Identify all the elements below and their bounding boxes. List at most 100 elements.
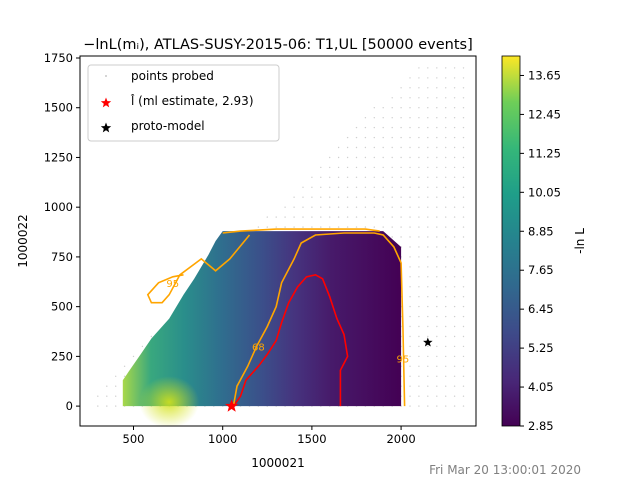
probed-point [266, 226, 268, 228]
probed-point [418, 246, 420, 248]
probed-point [373, 117, 375, 119]
probed-point [427, 176, 429, 178]
probed-point [445, 166, 447, 169]
probed-point [400, 236, 402, 238]
y-tick-label: 500 [51, 300, 73, 314]
probed-point [436, 196, 438, 198]
probed-point [427, 67, 429, 69]
probed-point [427, 276, 429, 278]
probed-point [436, 156, 438, 159]
probed-point [418, 345, 420, 348]
probed-point [453, 286, 456, 288]
probed-point [462, 405, 465, 407]
probed-point [445, 176, 447, 178]
probed-point [329, 156, 331, 159]
probed-point [436, 246, 438, 248]
probed-point [355, 196, 358, 198]
probed-point [418, 77, 420, 79]
probed-point [427, 365, 429, 367]
y-tick-label: 1000 [44, 200, 73, 214]
probed-point [337, 176, 340, 178]
probed-point [337, 166, 340, 169]
probed-point [409, 146, 411, 149]
probed-point [418, 276, 420, 278]
probed-point [453, 97, 456, 99]
probed-point [391, 136, 393, 139]
probed-point [400, 176, 402, 178]
probed-point [453, 77, 456, 79]
x-axis-ticks: 500 1000 1500 2000 [123, 426, 416, 446]
probed-point [409, 266, 411, 268]
probed-point [311, 186, 313, 188]
probed-point [337, 186, 340, 188]
probed-point [436, 315, 438, 318]
probed-point [115, 395, 117, 397]
probed-point [418, 156, 420, 159]
probed-point [436, 166, 438, 169]
probed-point [427, 375, 429, 377]
probed-point [293, 206, 295, 208]
probed-point [462, 276, 465, 278]
probed-point [97, 395, 99, 397]
colorbar-tick-label: 5.25 [528, 341, 554, 355]
probed-point [418, 315, 420, 318]
probed-point [400, 166, 402, 169]
probed-point [462, 186, 465, 188]
probed-point [329, 196, 331, 198]
probed-point [346, 206, 349, 208]
probed-point [409, 345, 411, 348]
probed-point [436, 365, 438, 367]
y-tick-label: 0 [66, 399, 73, 413]
probed-point [453, 196, 456, 198]
probed-point [382, 136, 384, 139]
probed-point [400, 226, 402, 228]
probed-point [445, 67, 447, 69]
probed-point [453, 296, 456, 298]
probed-point [320, 176, 322, 178]
probed-point [257, 226, 260, 228]
probed-point [427, 286, 429, 288]
probed-point [436, 345, 438, 348]
probed-point [382, 117, 384, 119]
probed-point [355, 156, 358, 159]
probed-point [382, 226, 384, 228]
probed-point [409, 355, 411, 358]
probed-point [400, 107, 402, 109]
probed-point [355, 146, 358, 149]
probed-point [453, 206, 456, 208]
probed-point [462, 236, 465, 238]
probed-point [453, 246, 456, 248]
probed-point [436, 67, 438, 69]
probed-point [400, 196, 402, 198]
probed-point [337, 226, 340, 228]
probed-point [382, 176, 384, 178]
probed-point [302, 226, 304, 228]
probed-point [409, 286, 411, 288]
colorbar-tick-label: 2.85 [528, 419, 554, 433]
probed-point [418, 186, 420, 188]
probed-point [418, 166, 420, 169]
probed-point [418, 305, 420, 308]
probed-point [445, 375, 447, 377]
probed-point [418, 216, 420, 218]
probed-point [462, 385, 465, 387]
probed-point [418, 395, 420, 397]
probed-point [427, 405, 429, 407]
probed-point [320, 196, 322, 198]
legend-marker [105, 75, 107, 77]
probed-point [346, 176, 349, 178]
probed-point [409, 136, 411, 139]
probed-point [418, 236, 420, 238]
probed-point [106, 395, 108, 397]
probed-point [391, 97, 393, 99]
probed-point [462, 117, 465, 119]
colorbar-gradient [501, 55, 521, 427]
probed-point [141, 345, 144, 348]
probed-point [462, 315, 465, 318]
probed-point [427, 196, 429, 198]
probed-point [418, 67, 420, 69]
probed-point [453, 136, 456, 139]
probed-point [391, 117, 393, 119]
probed-point [409, 385, 411, 387]
probed-point [427, 126, 429, 129]
